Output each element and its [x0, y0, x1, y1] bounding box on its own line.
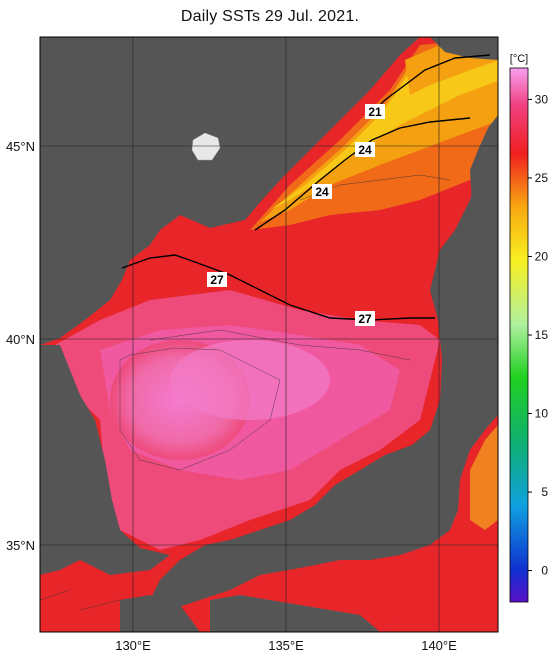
graticule — [40, 37, 498, 632]
colorbar-tick-label: 0 — [541, 564, 548, 578]
colorbar-tick-label: 15 — [535, 328, 549, 342]
contour-label-box — [355, 142, 375, 157]
colorbar: [°C] 30 25 20 15 10 5 0 — [509, 53, 549, 603]
yellow-water-band — [270, 40, 498, 210]
map-frame — [39, 36, 499, 633]
pacific-orange — [470, 425, 498, 530]
contour-label-24b: 24 — [315, 185, 329, 199]
lon-label-140: 140°E — [421, 638, 457, 653]
land — [40, 37, 498, 632]
contour-label-box — [312, 184, 332, 199]
hot-patch — [170, 340, 330, 420]
pacific-sea — [380, 415, 498, 632]
lon-axis: 130°E 135°E 140°E — [115, 638, 457, 653]
map-area: 21 24 24 27 27 — [40, 37, 498, 632]
map-title: Daily SSTs 29 Jul. 2021. — [180, 8, 360, 25]
sea-southwest — [40, 560, 120, 632]
contour-label-21: 21 — [368, 105, 382, 119]
lon-label-130: 130°E — [115, 638, 151, 653]
colorbar-tick-label: 20 — [535, 249, 549, 263]
lat-label-35: 35°N — [6, 538, 35, 553]
land-kyushu — [120, 595, 200, 632]
colorbar-tick-label: 5 — [541, 485, 548, 499]
lat-label-40: 40°N — [6, 332, 35, 347]
land-honshu — [150, 140, 498, 610]
contour-label-27a: 27 — [210, 273, 224, 287]
colorbar-tick-label: 30 — [535, 92, 549, 106]
contour-label-box — [207, 272, 227, 287]
colorbar-scale — [509, 67, 529, 603]
land-asia-north — [40, 37, 420, 345]
lat-axis: 45°N 40°N 35°N — [6, 139, 35, 553]
land-shikoku — [210, 595, 380, 632]
lat-label-45: 45°N — [6, 139, 35, 154]
colorbar-units: [°C] — [510, 53, 528, 65]
land-sakhalin — [430, 37, 498, 60]
contour-label-group: 21 24 24 27 27 — [207, 104, 385, 326]
contour-label-box — [355, 311, 375, 326]
colorbar-tick-label: 25 — [535, 171, 549, 185]
colorbar-ticks: 30 25 20 15 10 5 0 — [528, 92, 549, 578]
contour-label-27b: 27 — [358, 312, 372, 326]
colorbar-tick-label: 10 — [535, 407, 549, 421]
contour-21 — [369, 54, 491, 116]
lon-label-135: 135°E — [268, 638, 304, 653]
land-korea — [40, 345, 170, 575]
contour-27 — [121, 254, 435, 321]
contour-label-24a: 24 — [358, 143, 372, 157]
contour-label-box — [365, 104, 385, 119]
inland-lake — [191, 132, 221, 161]
